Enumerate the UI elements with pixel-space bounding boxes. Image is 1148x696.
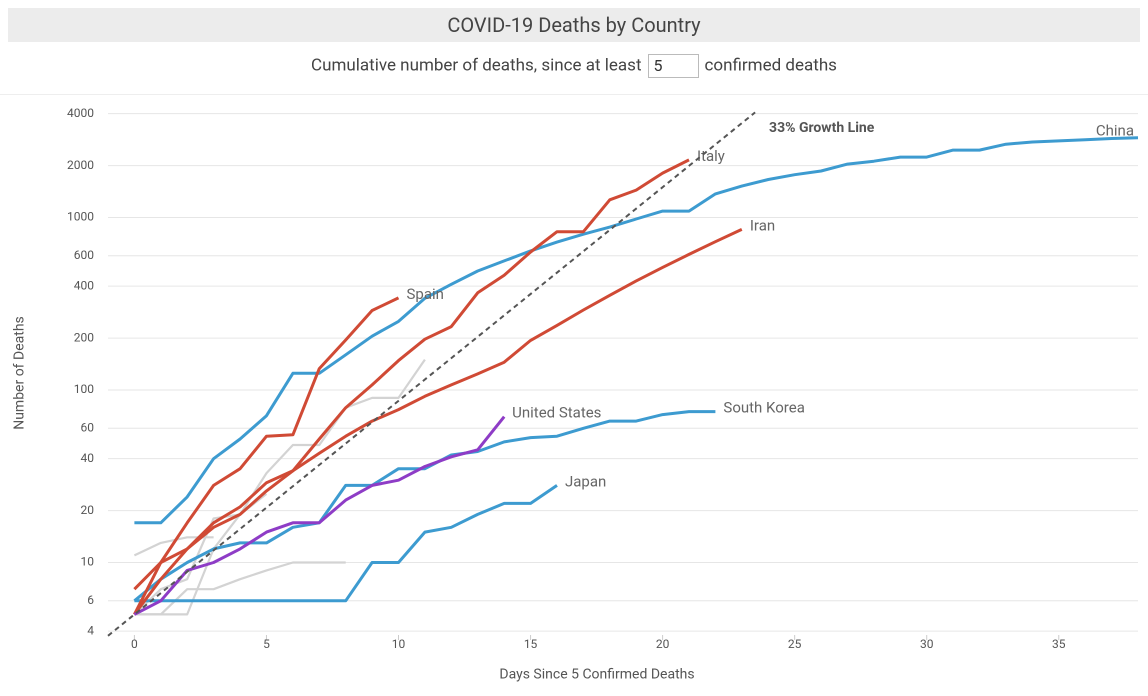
y-tick-label: 10 bbox=[81, 555, 95, 569]
subtitle-prefix: Cumulative number of deaths, since at le… bbox=[311, 55, 642, 76]
y-tick-label: 4 bbox=[87, 623, 94, 637]
y-tick-label: 20 bbox=[81, 503, 95, 517]
series-label: Italy bbox=[697, 147, 725, 165]
y-tick-label: 4000 bbox=[67, 106, 94, 120]
y-tick-label: 2000 bbox=[67, 158, 94, 172]
subtitle-suffix: confirmed deaths bbox=[704, 55, 837, 76]
series-label: Spain bbox=[407, 285, 444, 303]
x-tick-label: 30 bbox=[920, 637, 934, 651]
chart-title: COVID-19 Deaths by Country bbox=[447, 13, 701, 37]
y-tick-label: 600 bbox=[74, 248, 94, 262]
x-tick-label: 0 bbox=[131, 637, 138, 651]
x-tick-label: 20 bbox=[656, 637, 670, 651]
y-axis-title: Number of Deaths bbox=[12, 316, 28, 430]
x-tick-label: 15 bbox=[524, 637, 538, 651]
y-tick-label: 400 bbox=[74, 278, 94, 292]
reference-label: 33% Growth Line bbox=[769, 120, 875, 136]
series-line bbox=[134, 484, 558, 603]
series-label: Iran bbox=[750, 216, 775, 234]
series-line bbox=[134, 561, 346, 616]
y-tick-label: 200 bbox=[74, 330, 94, 344]
reference-line bbox=[107, 111, 756, 637]
x-tick-label: 35 bbox=[1052, 637, 1066, 651]
x-tick-label: 5 bbox=[263, 637, 270, 651]
y-tick-label: 6 bbox=[87, 593, 94, 607]
series-line bbox=[133, 228, 743, 616]
series-line bbox=[133, 415, 506, 616]
y-tick-label: 60 bbox=[81, 420, 95, 434]
y-tick-label: 40 bbox=[81, 451, 95, 465]
title-bar: COVID-19 Deaths by Country bbox=[8, 8, 1140, 42]
series-label: United States bbox=[512, 404, 601, 422]
y-tick-label: 1000 bbox=[67, 210, 94, 224]
x-tick-label: 25 bbox=[788, 637, 802, 651]
series-label: China bbox=[1096, 122, 1134, 140]
threshold-input[interactable]: 5 bbox=[647, 53, 699, 78]
subtitle: Cumulative number of deaths, since at le… bbox=[0, 52, 1148, 79]
series-line bbox=[133, 410, 716, 602]
y-tick-label: 100 bbox=[74, 382, 94, 396]
series-line bbox=[133, 296, 400, 616]
series-line bbox=[133, 158, 690, 591]
series-label: South Korea bbox=[723, 399, 804, 417]
series-line bbox=[134, 136, 1139, 525]
x-axis-title: Days Since 5 Confirmed Deaths bbox=[499, 667, 694, 683]
x-tick-label: 10 bbox=[392, 637, 406, 651]
separator bbox=[0, 94, 1148, 95]
series-line bbox=[133, 358, 426, 616]
series-label: Japan bbox=[565, 472, 606, 490]
